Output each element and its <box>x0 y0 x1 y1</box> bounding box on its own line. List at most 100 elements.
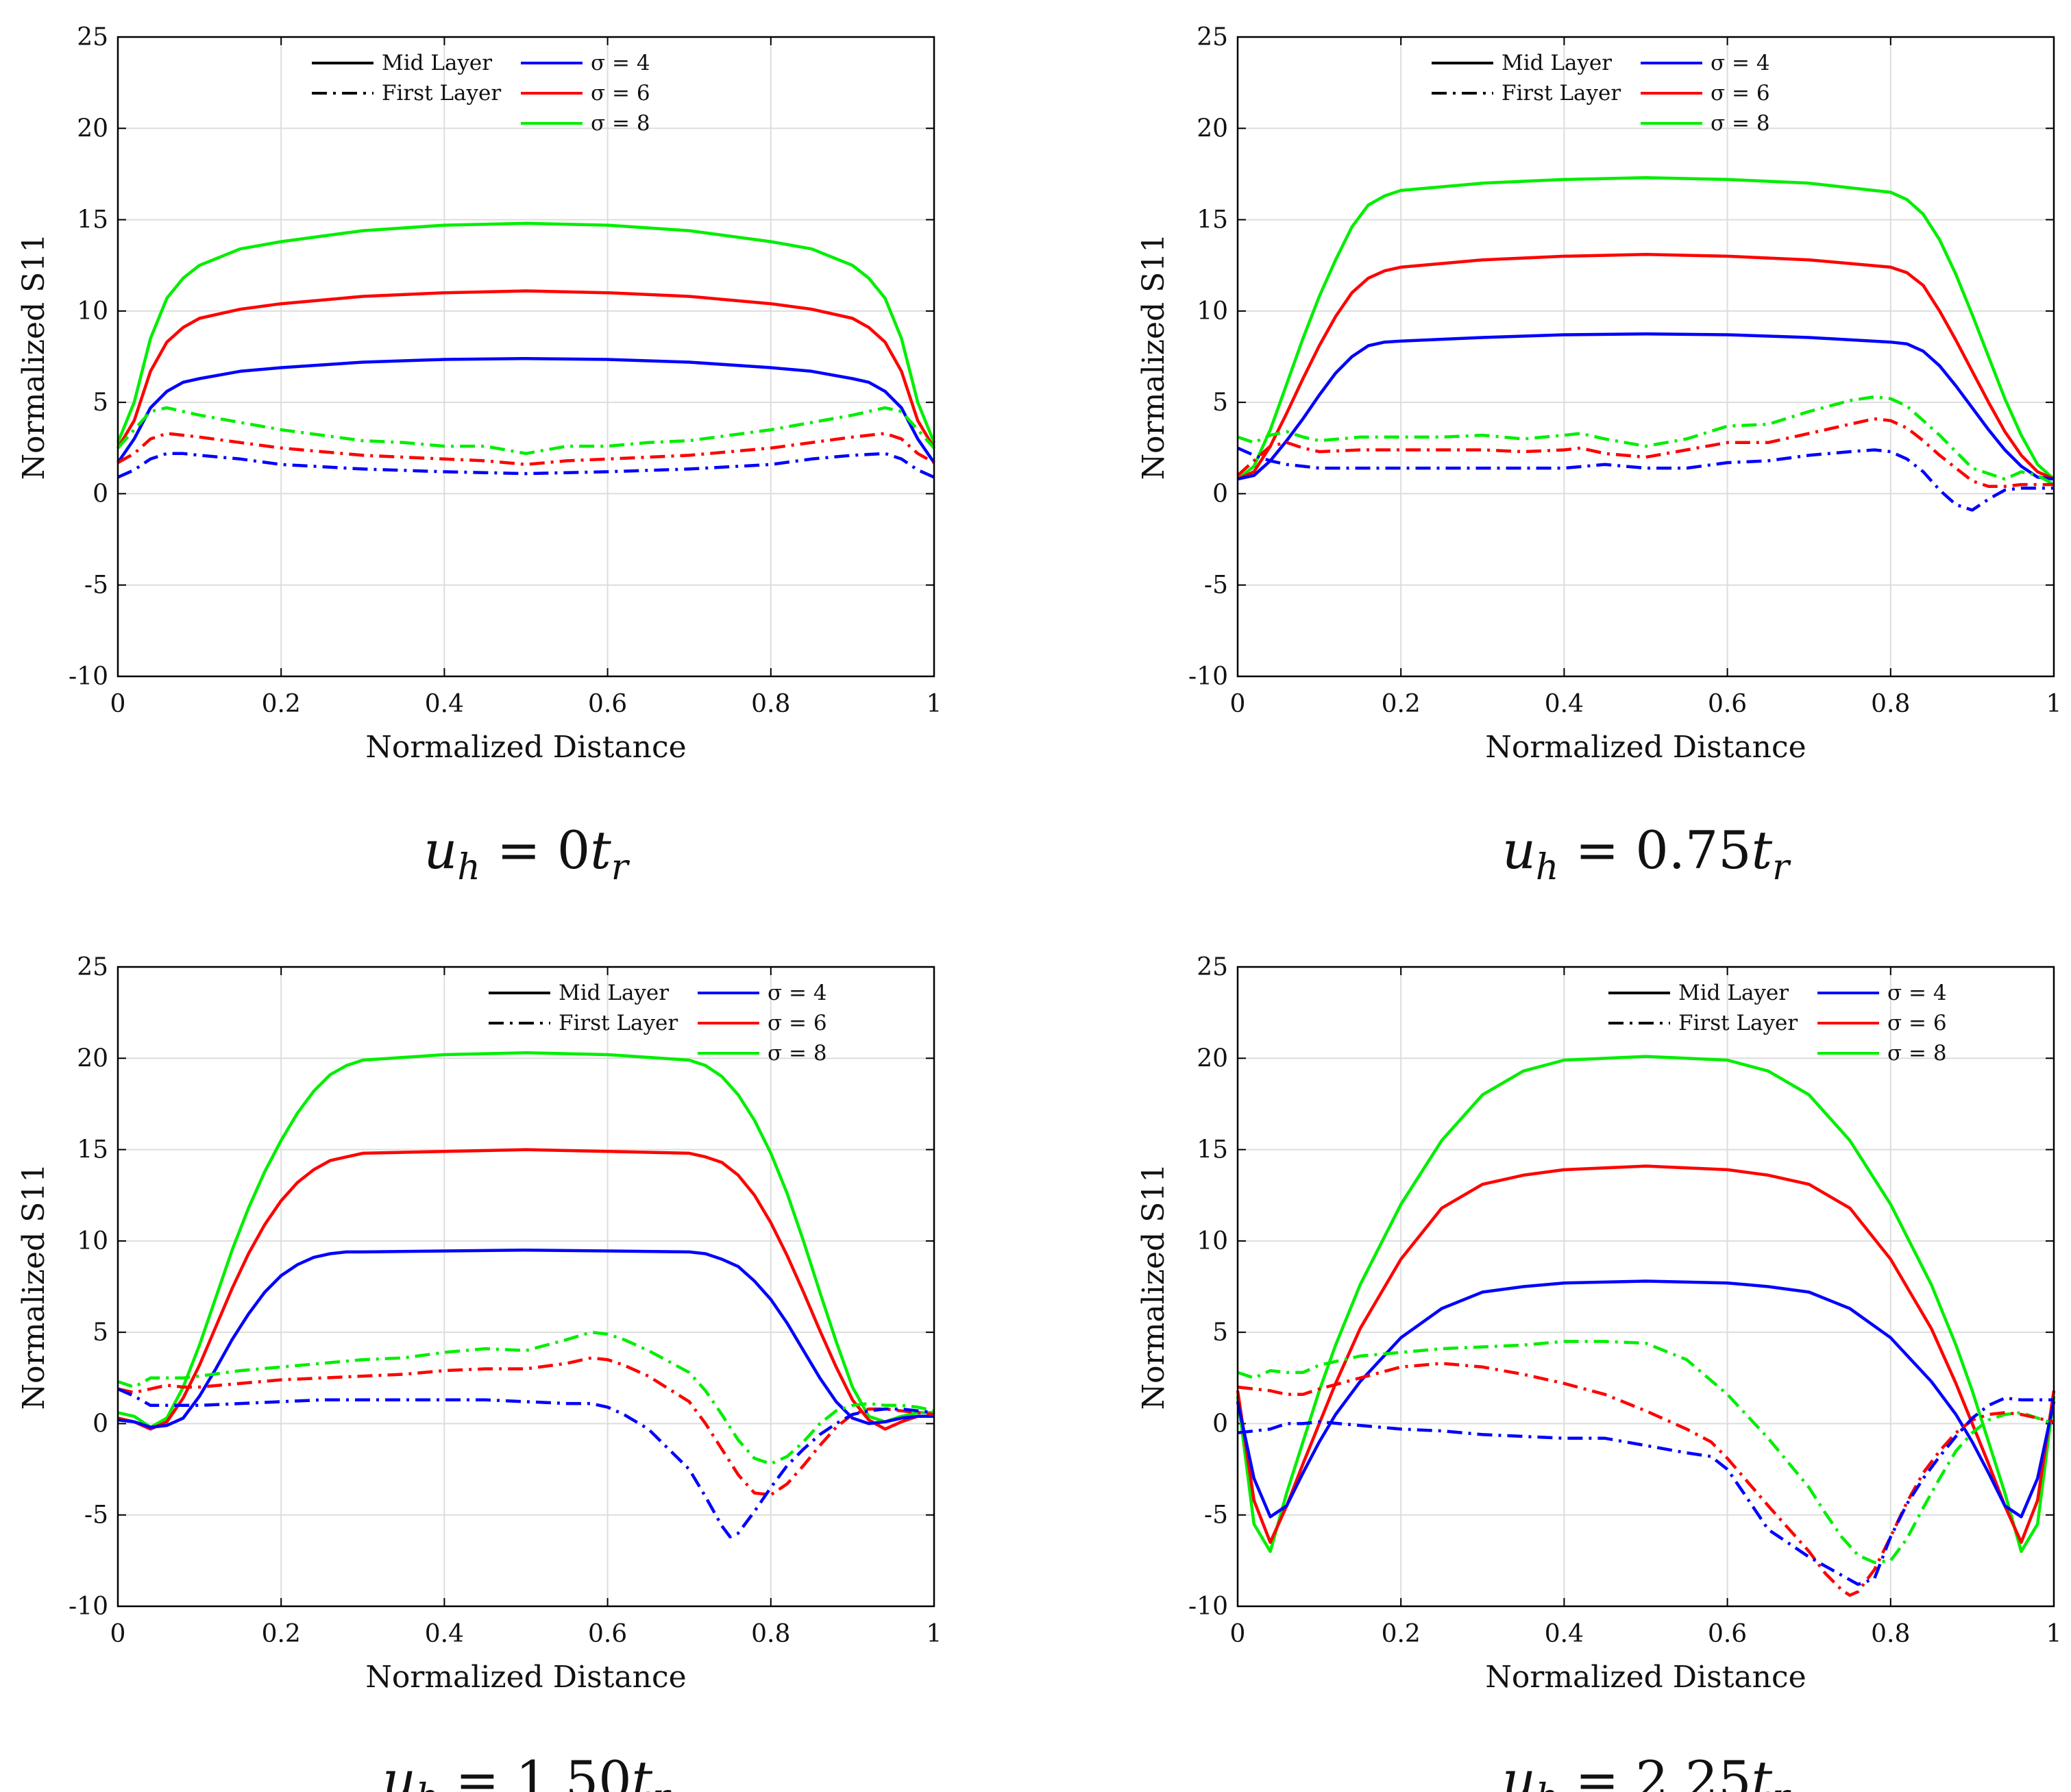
legend-label: Mid Layer <box>559 981 669 1005</box>
legend-label: First Layer <box>382 81 501 106</box>
series-group <box>116 221 936 479</box>
series-line-mid-sigma-6 <box>1237 252 2055 481</box>
x-tick-label: 1 <box>2046 690 2062 718</box>
x-axis-label: Normalized Distance <box>365 730 686 765</box>
y-tick-label: 0 <box>93 480 108 508</box>
x-tick-label: 0.2 <box>1382 690 1421 718</box>
legend-label: σ = 8 <box>1711 111 1770 136</box>
legend-label: First Layer <box>1502 81 1621 106</box>
chart-panel-1: 0 0.2 0.4 0.6 0.8 1 -10 -5 0 5 10 15 20 25 Normalized … <box>16 23 942 888</box>
legend-label: Mid Layer <box>1502 51 1612 75</box>
y-tick-label: 15 <box>1197 206 1228 234</box>
y-tick-label: 10 <box>77 1227 108 1255</box>
series-line-first-sigma-4 <box>117 452 935 479</box>
x-tick-label: 1 <box>2046 1620 2062 1648</box>
x-tick-label: 0 <box>1230 1620 1246 1648</box>
y-tick-label: 5 <box>93 389 108 417</box>
plot-frame <box>1236 966 2055 1608</box>
x-tick-label: 0.6 <box>1708 690 1747 718</box>
panel-caption: uh = 0tr <box>424 820 630 888</box>
x-tick-label: 0.6 <box>1708 1620 1747 1648</box>
y-tick-label: 25 <box>1197 953 1228 981</box>
x-tick-label: 0.6 <box>588 1620 627 1648</box>
y-tick-label: -5 <box>84 1501 108 1530</box>
x-tick-label: 0 <box>1230 690 1246 718</box>
y-tick-label: 10 <box>77 297 108 326</box>
y-tick-label: -10 <box>1188 663 1228 691</box>
series-line-first-sigma-4 <box>1237 1396 2054 1586</box>
y-tick-label: 25 <box>1197 23 1228 51</box>
gridlines <box>117 36 935 677</box>
series-line-first-sigma-8 <box>1237 1340 2055 1564</box>
y-tick-label: 15 <box>77 1136 108 1164</box>
series-line-first-sigma-6 <box>1237 1362 2055 1597</box>
series-line-mid-sigma-6 <box>1236 1164 2056 1544</box>
x-tick-label: 0.8 <box>751 690 790 718</box>
x-tick-label: 0.8 <box>751 1620 790 1648</box>
series-line-first-sigma-8 <box>1237 395 2055 487</box>
x-tick-label: 0.4 <box>1545 1620 1584 1648</box>
series-line-mid-sigma-4 <box>117 1248 934 1429</box>
series-line-first-sigma-6 <box>117 1356 935 1497</box>
y-tick-label: -10 <box>69 1593 108 1621</box>
legend-label: σ = 4 <box>768 981 827 1005</box>
series-line-mid-sigma-8 <box>1236 176 2055 480</box>
y-tick-label: 10 <box>1197 297 1228 326</box>
y-tick-label: 10 <box>1197 1227 1228 1255</box>
y-tick-label: 15 <box>1197 1136 1228 1164</box>
legend-label: First Layer <box>1678 1011 1798 1035</box>
y-tick-label: 5 <box>1212 389 1228 417</box>
x-axis-label: Normalized Distance <box>1485 1660 1806 1695</box>
legend-label: σ = 4 <box>591 51 650 75</box>
legend-label: σ = 6 <box>768 1011 827 1035</box>
series-group <box>1236 1055 2056 1597</box>
legend-label: First Layer <box>559 1011 678 1035</box>
y-tick-label: -5 <box>84 572 108 600</box>
legend: Mid Layer First Layer σ = 4 σ = 6 σ = 8 <box>1608 981 1947 1066</box>
y-tick-label: 0 <box>1212 1410 1228 1438</box>
panel-caption: uh = 1.50tr <box>382 1750 672 1792</box>
plot-frame <box>1236 36 2055 678</box>
series-line-mid-sigma-6 <box>117 1148 934 1431</box>
legend: Mid Layer First Layer σ = 4 σ = 6 σ = 8 <box>489 981 827 1066</box>
x-tick-label: 0 <box>110 1620 126 1648</box>
y-tick-label: -10 <box>69 663 108 691</box>
series-line-first-sigma-8 <box>117 1330 935 1466</box>
legend-label: σ = 6 <box>591 81 650 106</box>
y-tick-label: 20 <box>77 1044 108 1072</box>
series-line-mid-sigma-4 <box>1237 332 2055 481</box>
legend-label: σ = 6 <box>1887 1011 1947 1035</box>
series-line-mid-sigma-8 <box>116 221 936 443</box>
legend-label: Mid Layer <box>382 51 492 75</box>
y-tick-label: 5 <box>93 1318 108 1347</box>
chart-panel-3: 0 0.2 0.4 0.6 0.8 1 -10 -5 0 5 10 15 20 25 Normalized … <box>16 953 942 1792</box>
legend-label: Mid Layer <box>1678 981 1789 1005</box>
series-line-first-sigma-4 <box>1237 446 2054 512</box>
series-line-first-sigma-4 <box>117 1387 935 1538</box>
legend-label: σ = 6 <box>1711 81 1770 106</box>
series-line-mid-sigma-4 <box>117 356 935 464</box>
x-tick-label: 0.4 <box>1545 690 1584 718</box>
gridlines <box>1237 36 2055 677</box>
y-axis-label: Normalized S11 <box>1136 1164 1171 1410</box>
y-axis-label: Normalized S11 <box>16 234 51 480</box>
series-line-mid-sigma-6 <box>117 289 935 449</box>
chart-panel-4: 0 0.2 0.4 0.6 0.8 1 -10 -5 0 5 10 15 20 25 Normalized … <box>1136 953 2061 1792</box>
chart-panel-2: 0 0.2 0.4 0.6 0.8 1 -10 -5 0 5 10 15 20 25 Normalized … <box>1136 23 2061 888</box>
x-axis-label: Normalized Distance <box>365 1660 686 1695</box>
x-tick-label: 1 <box>927 690 942 718</box>
y-tick-label: 20 <box>1197 114 1228 143</box>
series-line-mid-sigma-8 <box>1236 1055 2056 1554</box>
series-line-first-sigma-6 <box>117 432 935 467</box>
legend: Mid Layer First Layer σ = 4 σ = 6 σ = 8 <box>1432 51 1770 136</box>
x-tick-label: 0.6 <box>588 690 627 718</box>
legend: Mid Layer First Layer σ = 4 σ = 6 σ = 8 <box>312 51 650 136</box>
x-axis-label: Normalized Distance <box>1485 730 1806 765</box>
legend-label: σ = 4 <box>1887 981 1947 1005</box>
legend-label: σ = 8 <box>591 111 650 136</box>
x-tick-label: 0.2 <box>262 1620 301 1648</box>
y-axis-label: Normalized S11 <box>1136 234 1171 480</box>
y-tick-label: -5 <box>1204 572 1228 600</box>
series-line-mid-sigma-8 <box>117 1051 934 1429</box>
series-line-first-sigma-6 <box>1236 417 2054 489</box>
